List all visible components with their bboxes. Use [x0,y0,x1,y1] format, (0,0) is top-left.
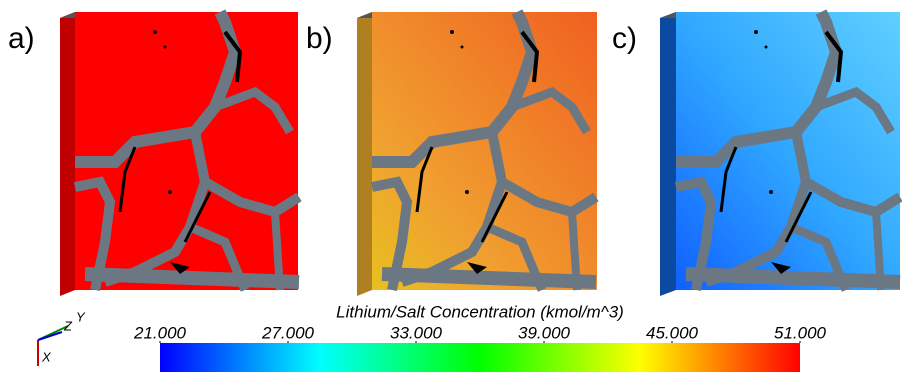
tick-label: 39.000 [518,323,571,342]
tick-label: 51.000 [774,323,827,342]
figure: a) b) c) Y Z X Lithium/Salt Concentratio… [0,0,902,372]
axis-label: Y [76,309,86,324]
colorbar-title: Lithium/Salt Concentration (kmol/m^3) [336,302,624,321]
axes-triad: Y Z X [38,309,86,366]
panel-label: b) [306,22,333,55]
tick-label: 27.000 [261,323,315,342]
tick-label: 21.000 [133,323,187,342]
tick-label: 33.000 [390,323,443,342]
axis-label: X [41,349,52,364]
panel-b [357,12,597,296]
panel-c [660,12,900,296]
colorbar [160,343,800,372]
tick-label: 45.000 [646,323,699,342]
panel-a [60,12,299,296]
panel-label: c) [612,22,637,55]
axis-label: Z [63,318,73,333]
panel-label: a) [8,22,35,55]
